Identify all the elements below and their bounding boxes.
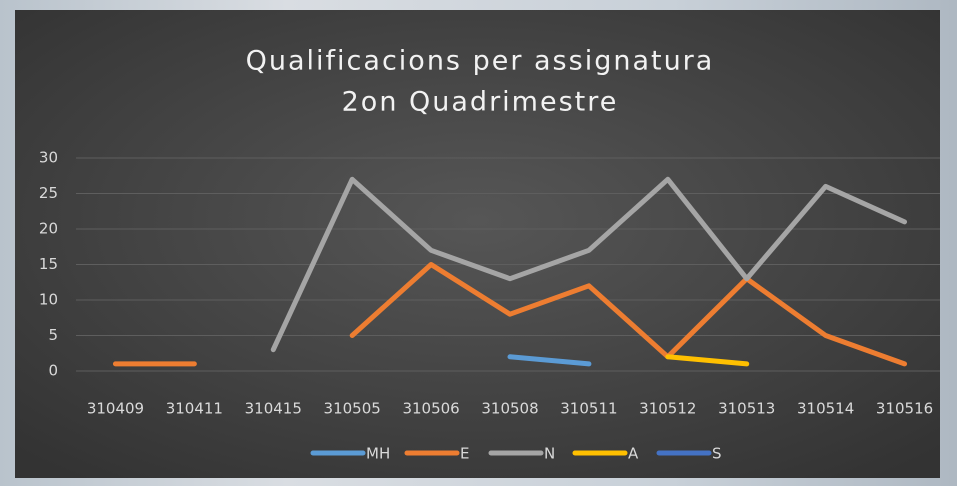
x-tick-label: 310505	[324, 400, 381, 418]
legend-label: S	[712, 445, 722, 463]
legend-label: E	[460, 445, 469, 463]
chart-area	[15, 10, 940, 478]
x-tick-label: 310511	[560, 400, 617, 418]
series-line	[665, 354, 750, 367]
x-tick-label: 310506	[402, 400, 459, 418]
legend-label: A	[628, 445, 639, 463]
x-tick-label: 310508	[481, 400, 538, 418]
x-tick-label: 310514	[797, 400, 854, 418]
y-tick-label: 15	[39, 255, 58, 273]
y-tick-label: 5	[48, 326, 58, 344]
legend-label: N	[544, 445, 555, 463]
y-tick-label: 25	[39, 184, 58, 202]
x-tick-label: 310415	[245, 400, 302, 418]
x-tick-label: 310411	[166, 400, 223, 418]
series-line	[507, 354, 592, 367]
chart-title: Qualificacions per assignatura	[246, 46, 715, 77]
chart-title: 2on Quadrimestre	[342, 87, 619, 118]
x-tick-label: 310516	[876, 400, 933, 418]
legend-label: MH	[366, 445, 390, 463]
y-tick-label: 20	[39, 220, 58, 238]
y-tick-label: 30	[39, 149, 58, 167]
y-tick-label: 0	[48, 362, 58, 380]
x-tick-label: 310513	[718, 400, 775, 418]
x-tick-label: 310409	[87, 400, 144, 418]
x-tick-label: 310512	[639, 400, 696, 418]
series-line	[270, 176, 908, 353]
series-line	[112, 262, 908, 367]
y-tick-label: 10	[39, 291, 58, 309]
